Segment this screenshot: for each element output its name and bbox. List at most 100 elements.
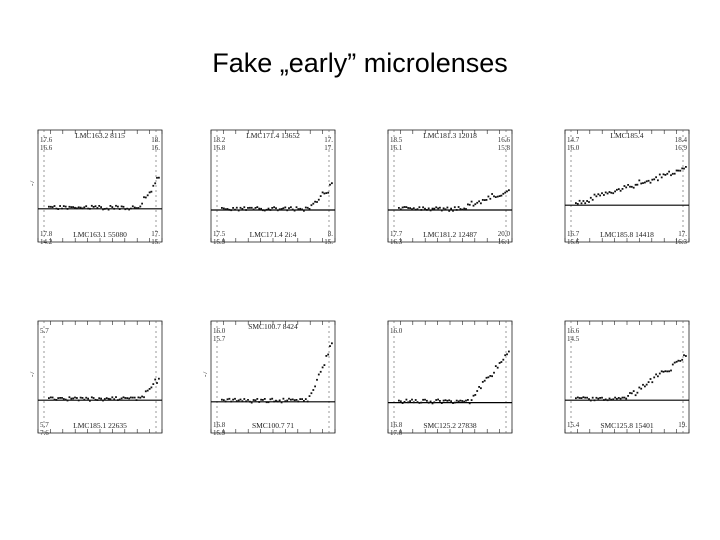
data-point [666, 370, 669, 373]
lightcurve-panel-1: LMC163.2 8115 LMC163.1 55080 17.6 16.6 18. 16… [30, 122, 170, 250]
data-point [685, 355, 687, 357]
data-point [470, 200, 473, 203]
data-point [288, 397, 290, 400]
data-point [405, 206, 408, 208]
data-point [411, 208, 413, 210]
data-point [92, 397, 95, 399]
data-point [109, 205, 112, 207]
data-point [107, 397, 110, 400]
plot-frame [37, 129, 163, 243]
data-point [612, 192, 615, 195]
data-point [481, 381, 484, 383]
data-point [293, 399, 296, 402]
data-point [399, 400, 402, 403]
data-point [493, 195, 495, 198]
data-point [130, 396, 132, 399]
data-point [467, 399, 469, 401]
data-point [269, 398, 272, 401]
data-point [629, 392, 631, 394]
lightcurve-panel-4: LMC185.4 LMC185.8 14418 14.7 16.0 18.4 16.9 16… [557, 122, 697, 250]
data-point [243, 398, 246, 400]
data-point [453, 401, 456, 404]
data-point [476, 390, 479, 392]
data-point [230, 209, 233, 212]
lightcurve-panel-5: LMC185.1 22635 5.7 5.7 7.6 -7 [30, 313, 170, 441]
data-point [297, 400, 300, 403]
lightcurve-panel-6: SMC100.7 8424 SMC100.7 71 16.0 15.7 16.8 15.9… [203, 313, 343, 441]
data-point [467, 203, 469, 206]
lightcurve-panel-7: SMC125.2 27838 16.0 16.8 17.0 [380, 313, 520, 441]
data-point [448, 210, 451, 212]
data-point [291, 208, 294, 211]
data-point [478, 200, 480, 203]
mag-label: 16.9 [675, 144, 688, 152]
data-point [303, 400, 305, 402]
data-point [72, 206, 74, 208]
data-point [301, 398, 303, 400]
data-point [604, 398, 607, 401]
data-point [459, 399, 462, 402]
data-point [433, 401, 436, 404]
data-point [228, 397, 231, 400]
data-point [234, 208, 236, 211]
data-point [128, 397, 130, 400]
data-point [77, 399, 80, 402]
data-point [418, 402, 421, 404]
data-point [461, 400, 464, 402]
data-point [640, 387, 643, 390]
data-point [118, 398, 121, 401]
data-point [247, 399, 249, 401]
data-point [649, 378, 652, 380]
data-point [465, 208, 467, 210]
data-point [280, 208, 283, 210]
mag-label: 15.9 [213, 429, 226, 437]
data-point [57, 397, 60, 399]
data-point [124, 397, 127, 399]
data-point [76, 207, 78, 210]
data-point [638, 179, 641, 182]
data-point [224, 400, 227, 403]
data-point [74, 396, 76, 399]
data-point [470, 399, 473, 401]
data-point [79, 396, 82, 399]
data-point [128, 208, 130, 211]
data-point [111, 206, 114, 208]
data-point [439, 206, 441, 209]
data-point [306, 400, 309, 403]
data-point [117, 399, 119, 401]
data-point [599, 397, 601, 399]
data-point [49, 205, 52, 208]
data-point [584, 202, 587, 205]
data-point [122, 396, 125, 399]
y-axis-label: -7 [30, 371, 36, 377]
data-point [49, 396, 52, 399]
data-point [256, 398, 259, 400]
data-point [494, 196, 497, 198]
data-point [422, 398, 424, 401]
data-point [235, 400, 238, 402]
plot-frame [564, 320, 690, 434]
data-point [319, 370, 322, 373]
data-point [115, 204, 117, 207]
data-point [109, 398, 112, 401]
y-axis-label: -7 [30, 180, 36, 186]
data-point [85, 396, 88, 399]
lightcurve-plot-6: SMC100.7 8424 SMC100.7 71 16.015.7 16.815.9… [203, 320, 336, 437]
data-point [48, 205, 50, 208]
data-point [593, 399, 596, 402]
data-point [87, 207, 89, 210]
data-point [263, 209, 266, 212]
data-point [323, 364, 326, 366]
data-point [424, 398, 426, 401]
data-point [131, 396, 134, 399]
data-point [610, 398, 613, 401]
data-point [314, 385, 316, 388]
data-point [575, 202, 577, 204]
data-point [481, 199, 484, 201]
data-point [271, 397, 274, 400]
data-point [72, 397, 74, 400]
data-point [586, 396, 588, 399]
data-point [144, 196, 147, 199]
